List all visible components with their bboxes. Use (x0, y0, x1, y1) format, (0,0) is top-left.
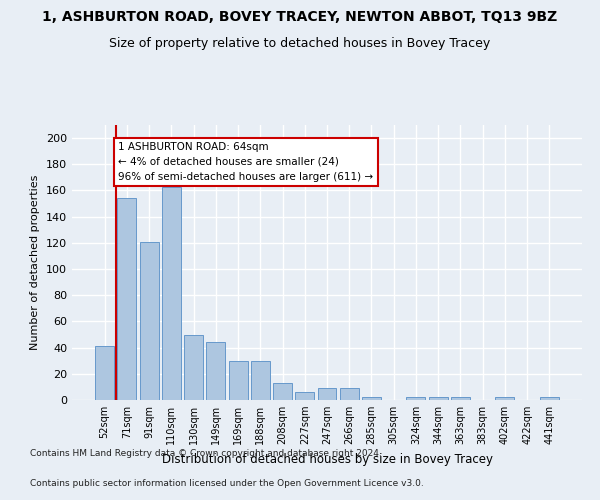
Bar (340, 388, 359, 400)
Y-axis label: Number of detached properties: Number of detached properties (31, 175, 40, 350)
Bar (162, 186, 181, 400)
Text: Contains HM Land Registry data © Crown copyright and database right 2024.: Contains HM Land Registry data © Crown c… (30, 448, 382, 458)
Bar (451, 398, 470, 400)
Text: Size of property relative to detached houses in Bovey Tracey: Size of property relative to detached ho… (109, 38, 491, 51)
Bar (540, 398, 559, 400)
X-axis label: Distribution of detached houses by size in Bovey Tracey: Distribution of detached houses by size … (161, 452, 493, 466)
Bar (429, 398, 448, 400)
Bar (496, 398, 514, 400)
Text: 1, ASHBURTON ROAD, BOVEY TRACEY, NEWTON ABBOT, TQ13 9BZ: 1, ASHBURTON ROAD, BOVEY TRACEY, NEWTON … (43, 10, 557, 24)
Text: 1 ASHBURTON ROAD: 64sqm
← 4% of detached houses are smaller (24)
96% of semi-det: 1 ASHBURTON ROAD: 64sqm ← 4% of detached… (118, 142, 374, 182)
Bar (118, 198, 136, 400)
Bar (273, 383, 292, 400)
Text: Contains public sector information licensed under the Open Government Licence v3: Contains public sector information licen… (30, 478, 424, 488)
Bar (140, 242, 158, 400)
Bar (406, 398, 425, 400)
Bar (184, 334, 203, 400)
Bar (295, 392, 314, 400)
Bar (229, 360, 248, 400)
Bar (251, 360, 270, 400)
Bar (95, 346, 114, 400)
Bar (317, 388, 337, 400)
Bar (206, 342, 225, 400)
Bar (362, 398, 381, 400)
